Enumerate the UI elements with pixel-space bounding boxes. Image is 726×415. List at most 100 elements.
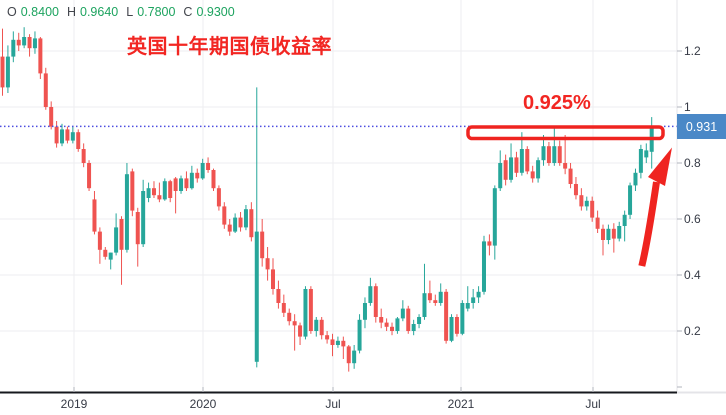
candle bbox=[168, 181, 173, 198]
candle bbox=[519, 149, 524, 173]
candle bbox=[32, 38, 37, 49]
candle bbox=[509, 157, 514, 180]
candle bbox=[38, 38, 43, 74]
close-label: C bbox=[183, 5, 193, 19]
candle bbox=[595, 217, 600, 229]
candle bbox=[238, 217, 243, 228]
candle bbox=[390, 326, 395, 331]
candle bbox=[43, 73, 48, 107]
candle bbox=[422, 293, 427, 317]
candle bbox=[103, 249, 108, 257]
candle bbox=[157, 195, 162, 200]
candle bbox=[22, 37, 27, 46]
candle bbox=[108, 252, 113, 260]
candle bbox=[281, 303, 286, 313]
candle bbox=[265, 258, 270, 270]
candle bbox=[308, 289, 313, 331]
candle bbox=[606, 228, 611, 240]
candle bbox=[536, 160, 541, 179]
candle bbox=[303, 289, 308, 337]
candle bbox=[330, 339, 335, 345]
candle bbox=[49, 107, 54, 127]
candle bbox=[530, 171, 535, 179]
time-axis[interactable]: 2019 2020 Jul 2021 Jul bbox=[0, 394, 726, 415]
candle bbox=[151, 188, 156, 196]
candle bbox=[433, 300, 438, 303]
candle bbox=[124, 174, 129, 250]
candle bbox=[427, 293, 432, 301]
candle bbox=[460, 303, 465, 334]
candle bbox=[541, 146, 546, 161]
candle bbox=[260, 231, 265, 259]
high-label: H bbox=[66, 5, 76, 19]
candle bbox=[162, 181, 167, 200]
candle bbox=[189, 172, 194, 189]
candle bbox=[227, 224, 232, 232]
candle bbox=[573, 184, 578, 196]
candle bbox=[130, 171, 135, 211]
candle bbox=[584, 200, 589, 207]
candle bbox=[546, 146, 551, 163]
candle bbox=[141, 191, 146, 245]
candle bbox=[87, 163, 92, 189]
trend-arrow-head[interactable] bbox=[648, 147, 672, 187]
candle bbox=[233, 217, 238, 232]
candle bbox=[200, 163, 205, 179]
candle bbox=[54, 126, 59, 144]
candle bbox=[184, 178, 189, 189]
candle bbox=[481, 241, 486, 292]
candle bbox=[352, 350, 357, 364]
candle bbox=[179, 178, 184, 191]
candle bbox=[601, 228, 606, 240]
candle bbox=[65, 129, 70, 141]
candle bbox=[335, 340, 340, 345]
candle bbox=[243, 209, 248, 228]
candle bbox=[563, 163, 568, 169]
candle bbox=[638, 149, 643, 173]
low-label: L bbox=[126, 5, 134, 19]
time-axis-label: Jul bbox=[585, 397, 601, 411]
candle bbox=[552, 146, 557, 163]
trend-arrow-shaft[interactable] bbox=[638, 181, 660, 267]
open-value: 0.8400 bbox=[20, 5, 59, 19]
price-axis-label: 0.8 bbox=[684, 156, 701, 170]
candle bbox=[384, 322, 389, 327]
price-axis-label: 0.6 bbox=[684, 212, 701, 226]
candle bbox=[590, 200, 595, 218]
candle bbox=[119, 219, 124, 250]
price-axis[interactable]: 1.2 1 0.8 0.6 0.4 0.2 bbox=[677, 0, 726, 392]
price-axis-label: 1.2 bbox=[684, 44, 701, 58]
candle bbox=[357, 319, 362, 351]
candle bbox=[395, 318, 400, 331]
candle bbox=[400, 308, 405, 319]
candle bbox=[568, 168, 573, 184]
candle bbox=[438, 291, 443, 303]
candle bbox=[27, 37, 32, 49]
candle bbox=[92, 199, 97, 232]
resistance-box[interactable] bbox=[466, 125, 665, 141]
candle bbox=[379, 317, 384, 323]
candle bbox=[0, 56, 5, 88]
candle bbox=[444, 291, 449, 341]
candle bbox=[211, 170, 216, 189]
candle bbox=[146, 188, 151, 198]
candle bbox=[471, 297, 476, 303]
last-price-badge: 0.931 bbox=[677, 114, 726, 139]
resistance-percent-annotation[interactable]: 0.925% bbox=[523, 92, 591, 114]
high-value: 0.9640 bbox=[80, 5, 119, 19]
candle bbox=[498, 163, 503, 189]
candle bbox=[319, 319, 324, 336]
open-label: O bbox=[7, 5, 17, 19]
candle bbox=[5, 56, 10, 88]
candle bbox=[216, 188, 221, 207]
time-axis-label: 2021 bbox=[447, 397, 475, 411]
candle bbox=[368, 286, 373, 303]
candle bbox=[271, 269, 275, 289]
candle bbox=[476, 291, 481, 298]
candle bbox=[557, 146, 562, 163]
price-axis-label: 1 bbox=[684, 100, 691, 114]
candle bbox=[579, 195, 584, 207]
time-axis-label: 2019 bbox=[60, 397, 88, 411]
